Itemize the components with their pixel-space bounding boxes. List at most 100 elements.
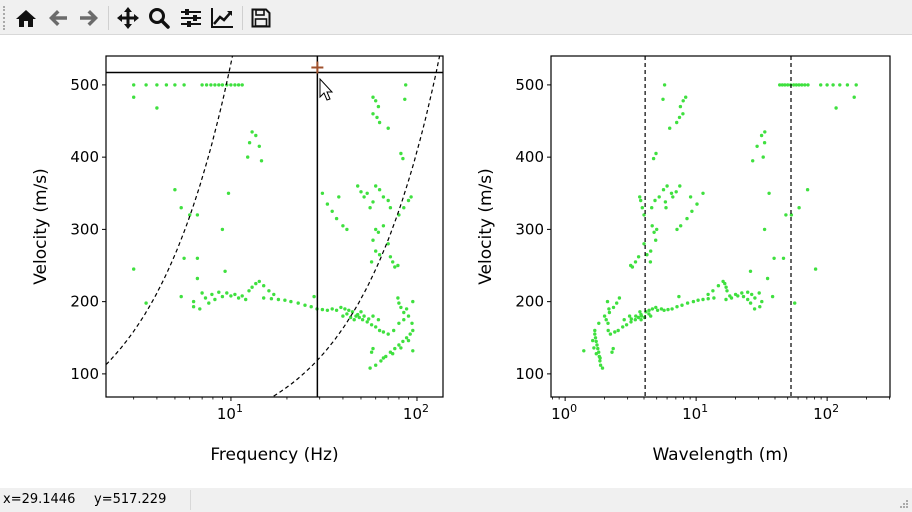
data-point — [247, 289, 251, 293]
data-point — [377, 188, 382, 192]
data-point — [613, 330, 617, 334]
data-point — [236, 296, 241, 300]
x-tick-exponent: 1 — [701, 402, 708, 415]
x-tick-label: 101 — [682, 402, 708, 423]
data-point — [289, 299, 293, 304]
data-point — [638, 310, 642, 314]
data-point — [629, 320, 633, 324]
data-point — [368, 206, 372, 210]
data-point — [330, 307, 334, 311]
data-point — [662, 83, 667, 87]
data-point — [595, 343, 599, 347]
data-point — [655, 227, 659, 232]
data-point — [669, 191, 674, 195]
data-point — [634, 314, 638, 318]
data-point — [198, 307, 202, 311]
toolbar-separator — [108, 6, 109, 30]
data-point — [757, 291, 761, 295]
data-point — [621, 325, 625, 329]
data-point — [406, 198, 411, 203]
data-point — [360, 318, 365, 322]
data-point — [233, 83, 237, 87]
data-point — [368, 366, 372, 370]
data-point — [410, 321, 414, 325]
data-point — [647, 308, 651, 312]
data-point — [362, 195, 366, 199]
data-point — [655, 308, 660, 312]
pan-button[interactable] — [116, 6, 140, 30]
data-point — [132, 267, 136, 271]
data-point — [680, 303, 684, 307]
data-point — [402, 310, 406, 315]
data-point — [610, 350, 614, 354]
save-button[interactable] — [249, 6, 273, 30]
data-point — [819, 83, 823, 87]
data-point — [664, 206, 668, 210]
back-button[interactable] — [46, 6, 70, 30]
data-point — [800, 83, 804, 87]
data-point — [770, 294, 775, 299]
data-point — [792, 83, 796, 87]
data-point — [650, 307, 655, 311]
toolbar-grip[interactable] — [3, 6, 7, 30]
data-point — [296, 301, 300, 305]
data-point — [594, 352, 598, 356]
data-point — [381, 330, 386, 334]
data-point — [642, 213, 646, 217]
data-point — [845, 83, 850, 87]
data-point — [246, 155, 250, 159]
data-point — [647, 312, 651, 316]
data-point — [376, 318, 381, 322]
data-point — [369, 323, 374, 327]
data-point — [217, 83, 221, 87]
data-point — [375, 115, 379, 120]
data-point — [411, 349, 415, 353]
data-point — [598, 356, 602, 360]
data-point — [597, 321, 601, 325]
resize-grip-icon[interactable] — [899, 499, 909, 509]
data-point — [339, 305, 343, 310]
data-point — [750, 292, 754, 297]
figure-canvas[interactable]: 100 200 300 400 500 101 102 Frequency (Hz) Veloc… — [0, 35, 912, 488]
data-point — [684, 95, 688, 99]
data-point — [825, 83, 829, 87]
data-point — [377, 328, 382, 333]
zoom-button[interactable] — [147, 6, 171, 30]
data-point — [593, 328, 597, 333]
axes-frame — [550, 55, 891, 398]
data-point — [831, 83, 835, 87]
y-tick-label: 500 — [515, 76, 544, 94]
data-point — [838, 83, 842, 87]
data-point — [627, 314, 632, 318]
data-point — [312, 294, 316, 299]
data-point — [371, 112, 375, 116]
data-point — [325, 308, 330, 312]
data-point — [262, 296, 266, 300]
data-point — [204, 83, 209, 87]
data-point — [213, 297, 217, 302]
x-tick-exponent: 1 — [236, 402, 243, 415]
data-point — [386, 242, 390, 246]
data-point — [388, 255, 393, 259]
data-point — [220, 294, 225, 299]
home-button[interactable] — [14, 6, 38, 30]
data-point — [272, 292, 276, 297]
forward-button[interactable] — [77, 6, 101, 30]
data-point — [706, 292, 710, 297]
data-point — [645, 253, 649, 257]
y-tick-label: 300 — [70, 220, 99, 238]
data-point — [267, 289, 271, 293]
data-point — [229, 294, 233, 298]
data-point — [240, 294, 244, 298]
x-tick-base: 10 — [551, 405, 570, 423]
x-tick-base: 10 — [813, 405, 832, 423]
y-tick-label: 400 — [515, 148, 544, 166]
data-point — [803, 83, 807, 87]
y-axis-label: Velocity (m/s) — [31, 168, 51, 285]
data-point — [685, 216, 689, 221]
edit-axes-button[interactable] — [210, 6, 234, 30]
data-point — [762, 141, 767, 145]
configure-subplots-button[interactable] — [179, 6, 203, 30]
data-point — [376, 230, 381, 234]
